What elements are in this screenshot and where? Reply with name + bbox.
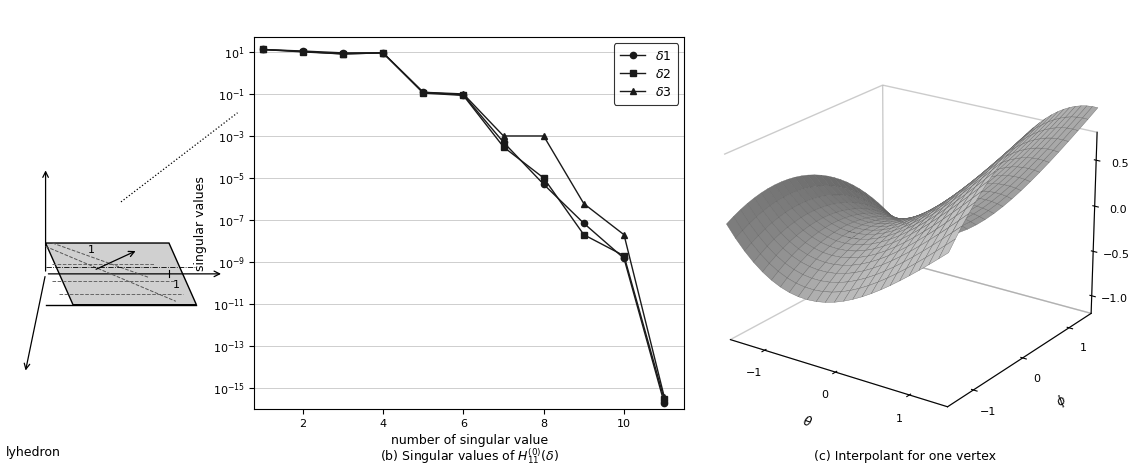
Y-axis label: $\phi$: $\phi$	[1053, 392, 1071, 412]
Text: 1: 1	[88, 246, 95, 255]
$\delta3$	[296, 49, 310, 54]
Legend: $\delta1$, $\delta2$, $\delta3$: $\delta1$, $\delta2$, $\delta3$	[614, 43, 677, 105]
Text: (c) Interpolant for one vertex: (c) Interpolant for one vertex	[814, 450, 995, 463]
$\delta3$	[457, 91, 470, 97]
Line: $\delta1$: $\delta1$	[259, 46, 667, 406]
$\delta1$	[657, 400, 671, 405]
$\delta2$	[377, 50, 390, 56]
$\delta2$	[537, 175, 551, 181]
$\delta1$	[497, 140, 510, 145]
$\delta1$	[577, 220, 590, 226]
Text: 1: 1	[172, 279, 180, 290]
$\delta2$	[416, 90, 430, 96]
Text: (b) Singular values of $H_{11}^{(0)}(\delta)$: (b) Singular values of $H_{11}^{(0)}(\de…	[380, 446, 559, 465]
$\delta2$	[296, 49, 310, 55]
$\delta1$	[537, 181, 551, 187]
$\delta3$	[657, 394, 671, 399]
Polygon shape	[45, 243, 197, 305]
$\delta2$	[256, 46, 269, 52]
$\delta1$	[296, 48, 310, 54]
$\delta1$	[618, 256, 631, 261]
$\delta3$	[416, 89, 430, 95]
X-axis label: $\theta$: $\theta$	[801, 414, 813, 430]
Text: lyhedron: lyhedron	[6, 445, 61, 458]
$\delta2$	[336, 51, 349, 57]
Line: $\delta3$: $\delta3$	[259, 46, 667, 400]
Y-axis label: singular values: singular values	[195, 176, 207, 271]
Line: $\delta2$: $\delta2$	[259, 46, 667, 402]
$\delta3$	[618, 232, 631, 238]
$\delta1$	[377, 50, 390, 56]
$\delta2$	[657, 396, 671, 402]
$\delta1$	[416, 89, 430, 95]
$\delta2$	[577, 232, 590, 238]
$\delta3$	[537, 133, 551, 139]
$\delta2$	[618, 253, 631, 259]
$\delta2$	[457, 93, 470, 98]
$\delta3$	[336, 51, 349, 57]
$\delta1$	[256, 46, 269, 52]
$\delta1$	[457, 92, 470, 98]
$\delta3$	[256, 46, 269, 52]
X-axis label: number of singular value: number of singular value	[391, 434, 547, 447]
$\delta3$	[577, 201, 590, 206]
$\delta2$	[497, 144, 510, 150]
$\delta3$	[497, 133, 510, 139]
$\delta3$	[377, 50, 390, 56]
$\delta1$	[336, 50, 349, 56]
